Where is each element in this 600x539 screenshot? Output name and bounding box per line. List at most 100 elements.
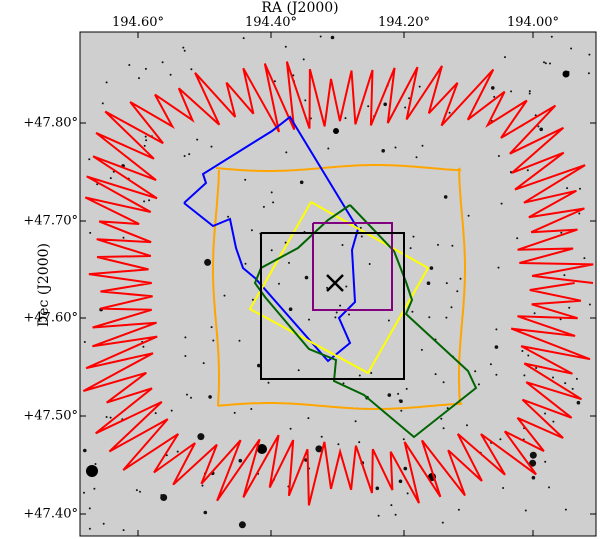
star [242, 37, 245, 40]
star [223, 294, 226, 297]
blue-footprint [183, 115, 360, 363]
star [184, 355, 187, 357]
star [529, 459, 537, 467]
star [434, 373, 437, 376]
star [467, 214, 470, 217]
star [543, 61, 545, 64]
star [297, 369, 300, 372]
star [549, 62, 551, 65]
star [466, 424, 468, 427]
star [398, 479, 403, 484]
star [526, 169, 529, 172]
red-footprint [82, 61, 594, 506]
star [278, 282, 280, 285]
star [552, 420, 555, 423]
star [142, 345, 145, 348]
star [474, 370, 477, 373]
star [390, 504, 393, 507]
star [418, 85, 421, 88]
axis-ticks [80, 32, 596, 536]
star [531, 475, 536, 480]
star [570, 47, 573, 50]
star [533, 312, 536, 315]
star [500, 202, 503, 205]
star [273, 80, 276, 83]
star [368, 263, 371, 265]
star [169, 73, 172, 76]
star [502, 487, 505, 489]
star [270, 249, 273, 252]
star [550, 35, 553, 38]
star [381, 149, 386, 153]
star [394, 513, 397, 516]
star [334, 316, 337, 319]
star [212, 339, 215, 342]
star [571, 387, 574, 390]
star [83, 448, 87, 453]
star [370, 372, 373, 374]
star [83, 341, 86, 343]
star [284, 45, 287, 48]
star [304, 275, 309, 280]
star [102, 522, 105, 525]
star [552, 376, 554, 379]
star [143, 200, 146, 203]
dec-tick-label: +47.50° [23, 408, 78, 424]
star [537, 125, 540, 128]
star [491, 86, 495, 90]
purple-footprint [312, 222, 393, 311]
star [524, 509, 527, 512]
star [148, 199, 151, 202]
dec-tick-label: +47.60° [23, 310, 78, 326]
black-footprint [260, 232, 405, 380]
bright-star [333, 128, 339, 134]
star [564, 508, 567, 511]
dec-tick-label: +47.70° [23, 213, 78, 229]
star [588, 303, 591, 306]
star [405, 387, 408, 390]
star [238, 521, 246, 529]
star [358, 374, 361, 377]
x-axis-title: RA (J2000) [261, 0, 339, 16]
star [144, 135, 147, 138]
star [238, 339, 241, 342]
star [354, 420, 357, 423]
ra-tick-label: 194.60° [112, 15, 164, 30]
star [400, 409, 403, 412]
star [204, 258, 212, 266]
star [292, 74, 295, 77]
star [101, 102, 104, 105]
star [437, 243, 439, 246]
star [397, 392, 400, 395]
star [578, 212, 581, 215]
star [539, 127, 543, 132]
star [262, 205, 265, 208]
ra-tick-label: 194.00° [507, 15, 559, 30]
star [188, 153, 191, 156]
plot-frame [79, 31, 597, 537]
star [93, 487, 96, 490]
star [420, 348, 423, 351]
star [170, 409, 173, 412]
star [566, 187, 569, 190]
star [88, 527, 91, 530]
star [109, 416, 112, 419]
star [575, 377, 578, 380]
target-marker-stroke [326, 274, 344, 292]
star [244, 178, 247, 181]
star [105, 416, 108, 418]
star [272, 201, 275, 204]
star [176, 450, 179, 453]
star [497, 266, 500, 269]
star [302, 58, 305, 61]
star [521, 350, 524, 352]
star [144, 67, 147, 70]
star [128, 64, 131, 66]
star [160, 494, 168, 501]
star [238, 458, 243, 463]
star [184, 336, 187, 339]
bright-star [86, 465, 98, 477]
star [122, 236, 125, 239]
star [122, 529, 125, 532]
